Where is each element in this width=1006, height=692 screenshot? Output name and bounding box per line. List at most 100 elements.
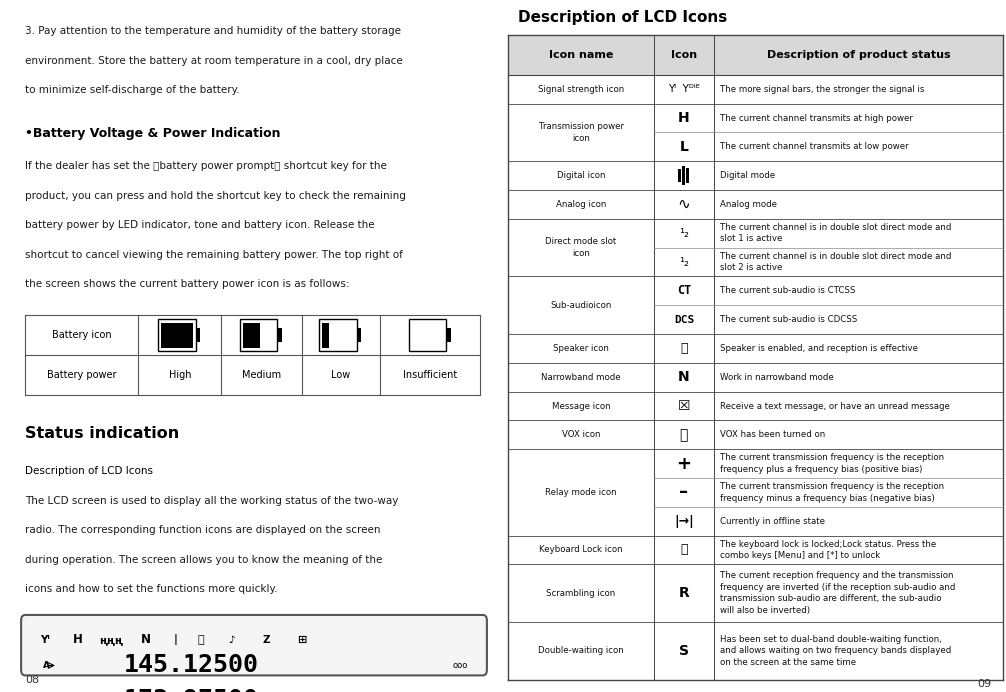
Text: to minimize self-discharge of the battery.: to minimize self-discharge of the batter…	[25, 85, 239, 95]
Text: battery power by LED indicator, tone and battery icon. Release the: battery power by LED indicator, tone and…	[25, 220, 375, 230]
Bar	[686, 168, 689, 183]
Text: 08: 08	[25, 675, 39, 685]
Text: Relay mode icon: Relay mode icon	[545, 488, 617, 497]
Text: +: +	[676, 455, 691, 473]
Text: Icon name: Icon name	[549, 50, 614, 60]
Text: Yᴵ  Yᴰᴵᴱ: Yᴵ Yᴰᴵᴱ	[668, 84, 700, 94]
Text: If the dealer has set the 【battery power prompt】 shortcut key for the: If the dealer has set the 【battery power…	[25, 161, 387, 172]
Text: Description of LCD Icons: Description of LCD Icons	[25, 466, 153, 476]
Text: Currently in offline state: Currently in offline state	[719, 517, 825, 526]
Text: 3. Pay attention to the temperature and humidity of the battery storage: 3. Pay attention to the temperature and …	[25, 26, 401, 36]
Text: Speaker icon: Speaker icon	[553, 344, 609, 353]
Bar	[161, 323, 193, 348]
Text: ∿: ∿	[678, 197, 690, 212]
Text: Status indication: Status indication	[25, 426, 179, 441]
Bar	[322, 323, 329, 348]
Text: Has been set to dual-band double-waiting function,
and allows waiting on two fre: Has been set to dual-band double-waiting…	[719, 635, 951, 666]
Text: The current reception frequency and the transmission
frequency are inverted (if : The current reception frequency and the …	[719, 572, 955, 615]
Bar	[682, 166, 685, 185]
Text: Digital icon: Digital icon	[557, 171, 606, 180]
Text: ¹₂: ¹₂	[679, 255, 689, 268]
Text: ☒: ☒	[678, 399, 690, 413]
Text: |: |	[174, 635, 178, 646]
Text: Receive a text message, or have an unread message: Receive a text message, or have an unrea…	[719, 401, 950, 410]
Text: –: –	[679, 484, 688, 502]
Text: VOX icon: VOX icon	[562, 430, 601, 439]
Text: Battery power: Battery power	[47, 370, 117, 380]
Bar	[159, 320, 195, 352]
Text: CT: CT	[677, 284, 691, 298]
Text: The LCD screen is used to display all the working status of the two-way: The LCD screen is used to display all th…	[25, 495, 398, 506]
Text: radio. The corresponding function icons are displayed on the screen: radio. The corresponding function icons …	[25, 525, 380, 535]
Text: Z: Z	[263, 635, 271, 645]
Text: Description of product status: Description of product status	[767, 50, 951, 60]
Text: 🔒: 🔒	[680, 543, 688, 556]
Text: Analog mode: Analog mode	[719, 200, 777, 209]
Text: ⥥: ⥥	[680, 428, 688, 441]
Text: Description of LCD Icons: Description of LCD Icons	[518, 10, 727, 26]
Text: 09: 09	[977, 679, 991, 689]
Text: Direct mode slot
icon: Direct mode slot icon	[545, 237, 617, 258]
Text: H: H	[73, 633, 82, 646]
Text: Icon: Icon	[671, 50, 697, 60]
Text: 173.97500: 173.97500	[124, 688, 259, 692]
Text: The keyboard lock is locked;Lock status. Press the
combo keys [Menu] and [*] to : The keyboard lock is locked;Lock status.…	[719, 540, 936, 561]
Text: •Battery Voltage & Power Indication: •Battery Voltage & Power Indication	[25, 127, 281, 140]
Text: R: R	[678, 586, 689, 600]
Text: S: S	[679, 644, 689, 658]
Text: Digital mode: Digital mode	[719, 171, 775, 180]
Text: H: H	[678, 111, 690, 125]
Bar	[278, 329, 282, 343]
Bar	[195, 329, 200, 343]
Text: Double-waiting icon: Double-waiting icon	[538, 646, 624, 655]
Text: product, you can press and hold the shortcut key to check the remaining: product, you can press and hold the shor…	[25, 191, 406, 201]
Text: Transmission power
icon: Transmission power icon	[538, 122, 624, 143]
Bar	[678, 170, 681, 182]
Text: ¹₂: ¹₂	[679, 227, 689, 239]
Text: Narrowband mode: Narrowband mode	[541, 373, 621, 382]
Text: A: A	[43, 661, 49, 670]
Text: The current channel is in double slot direct mode and
slot 1 is active: The current channel is in double slot di…	[719, 223, 951, 244]
Text: VOX has been turned on: VOX has been turned on	[719, 430, 825, 439]
Text: The current transmission frequency is the reception
frequency minus a frequency : The current transmission frequency is th…	[719, 482, 944, 502]
Text: High: High	[169, 370, 191, 380]
Text: Battery icon: Battery icon	[52, 330, 112, 340]
Text: ⥥: ⥥	[198, 635, 204, 645]
Text: Message icon: Message icon	[552, 401, 611, 410]
Text: Work in narrowband mode: Work in narrowband mode	[719, 373, 833, 382]
Text: environment. Store the battery at room temperature in a cool, dry place: environment. Store the battery at room t…	[25, 56, 402, 66]
Text: The current sub-audio is CTCSS: The current sub-audio is CTCSS	[719, 286, 855, 295]
FancyBboxPatch shape	[21, 615, 487, 675]
Bar	[356, 329, 361, 343]
Text: The current channel transmits at low power: The current channel transmits at low pow…	[719, 143, 908, 152]
Text: Insufficient: Insufficient	[403, 370, 457, 380]
Text: shortcut to cancel viewing the remaining battery power. The top right of: shortcut to cancel viewing the remaining…	[25, 250, 403, 260]
Text: The current transmission frequency is the reception
frequency plus a frequency b: The current transmission frequency is th…	[719, 453, 944, 474]
Bar	[508, 35, 1003, 75]
Text: DCS: DCS	[674, 315, 694, 325]
Bar	[240, 320, 278, 352]
Text: Yᴵ: Yᴵ	[40, 635, 50, 645]
Text: Low: Low	[331, 370, 350, 380]
Text: L: L	[679, 140, 688, 154]
Text: The more signal bars, the stronger the signal is: The more signal bars, the stronger the s…	[719, 85, 925, 94]
Text: The current channel is in double slot direct mode and
slot 2 is active: The current channel is in double slot di…	[719, 252, 951, 272]
Text: The current sub-audio is CDCSS: The current sub-audio is CDCSS	[719, 315, 857, 324]
Text: The current channel transmits at high power: The current channel transmits at high po…	[719, 113, 912, 122]
Bar	[446, 329, 451, 343]
Text: |→|: |→|	[674, 515, 694, 528]
Text: ңңң: ңңң	[99, 635, 123, 645]
Text: 🔈: 🔈	[680, 342, 688, 355]
Text: Signal strength icon: Signal strength icon	[538, 85, 625, 94]
Text: during operation. The screen allows you to know the meaning of the: during operation. The screen allows you …	[25, 555, 382, 565]
Text: ooo: ooo	[453, 661, 468, 670]
Text: Scrambling icon: Scrambling icon	[546, 589, 616, 598]
Text: the screen shows the current battery power icon is as follows:: the screen shows the current battery pow…	[25, 279, 350, 289]
Text: ⊞: ⊞	[297, 635, 307, 645]
Text: N: N	[141, 633, 151, 646]
Text: icons and how to set the functions more quickly.: icons and how to set the functions more …	[25, 584, 278, 594]
Text: N: N	[678, 370, 690, 384]
Text: Sub-audioicon: Sub-audioicon	[550, 301, 612, 310]
Bar	[320, 320, 356, 352]
Bar	[242, 323, 261, 348]
